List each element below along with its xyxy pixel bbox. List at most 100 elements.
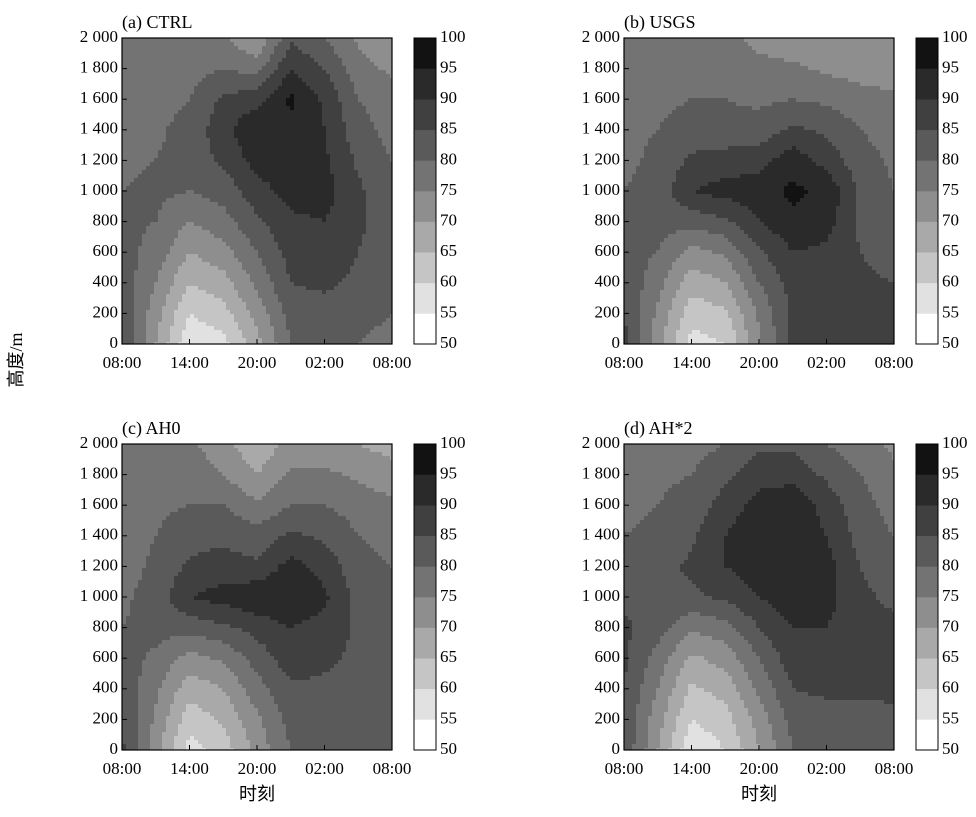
contour-cell [130, 262, 135, 267]
contour-cell [274, 218, 279, 223]
contour-cell [358, 294, 363, 299]
contour-cell [278, 190, 283, 195]
contour-cell [190, 150, 195, 155]
contour-cell [314, 102, 319, 107]
contour-cell [126, 126, 131, 131]
contour-cell [146, 330, 151, 335]
contour-cell [314, 174, 319, 179]
contour-cell [234, 214, 239, 219]
contour-cell [242, 130, 247, 135]
contour-cell [302, 114, 307, 119]
contour-cell [230, 70, 235, 75]
contour-cell [298, 58, 303, 63]
contour-cell [362, 278, 367, 283]
contour-cell [390, 66, 392, 71]
contour-cell [230, 138, 235, 143]
contour-cell [326, 138, 331, 143]
contour-cell [370, 118, 375, 123]
contour-cell [354, 198, 359, 203]
contour-cell [342, 318, 347, 323]
contour-cell [266, 294, 271, 299]
contour-cell [374, 54, 379, 59]
contour-cell [130, 302, 135, 307]
contour-cell [318, 46, 323, 51]
contour-cell [186, 182, 191, 187]
contour-cell [154, 118, 159, 123]
contour-cell [294, 146, 299, 151]
contour-cell [358, 194, 363, 199]
contour-cell [246, 162, 251, 167]
contour-cell [210, 74, 215, 79]
contour-cell [230, 258, 235, 263]
contour-cell [122, 150, 127, 155]
contour-cell [122, 110, 127, 115]
contour-cell [294, 86, 299, 91]
contour-cell [218, 290, 223, 295]
contour-cell [278, 206, 283, 211]
contour-cell [386, 266, 391, 271]
contour-cell [254, 58, 259, 63]
contour-cell [350, 246, 355, 251]
contour-cell [322, 106, 327, 111]
contour-cell [206, 158, 211, 163]
contour-cell [278, 294, 283, 299]
contour-cell [138, 118, 143, 123]
contour-cell [186, 326, 191, 331]
contour-cell [198, 226, 203, 231]
contour-cell [250, 110, 255, 115]
contour-cell [154, 270, 159, 275]
contour-cell [230, 202, 235, 207]
contour-cell [314, 310, 319, 315]
contour-cell [182, 322, 187, 327]
contour-cell [166, 190, 171, 195]
contour-cell [318, 266, 323, 271]
contour-cell [242, 214, 247, 219]
contour-cell [150, 66, 155, 71]
contour-cell [218, 186, 223, 191]
contour-cell [342, 302, 347, 307]
contour-cell [358, 198, 363, 203]
contour-cell [366, 110, 371, 115]
contour-cell [234, 126, 239, 131]
contour-cell [138, 314, 143, 319]
contour-cell [290, 298, 295, 303]
contour-cell [190, 238, 195, 243]
contour-cell [162, 262, 167, 267]
contour-cell [174, 230, 179, 235]
contour-cell [374, 238, 379, 243]
contour-cell [278, 266, 283, 271]
contour-cell [382, 166, 387, 171]
contour-cell [370, 282, 375, 287]
contour-cell [158, 78, 163, 83]
contour-cell [162, 242, 167, 247]
contour-cell [278, 290, 283, 295]
contour-cell [362, 50, 367, 55]
contour-cell [262, 138, 267, 143]
contour-cell [254, 62, 259, 67]
contour-cell [250, 142, 255, 147]
contour-cell [342, 90, 347, 95]
contour-cell [366, 298, 371, 303]
contour-cell [218, 82, 223, 87]
contour-cell [306, 126, 311, 131]
contour-cell [126, 50, 131, 55]
contour-cell [314, 306, 319, 311]
contour-cell [366, 54, 371, 59]
contour-cell [382, 254, 387, 259]
contour-cell [138, 230, 143, 235]
contour-cell [358, 174, 363, 179]
contour-cell [298, 50, 303, 55]
contour-cell [234, 122, 239, 127]
contour-cell [210, 270, 215, 275]
contour-cell [126, 218, 131, 223]
contour-cell [390, 310, 392, 315]
contour-cell [210, 246, 215, 251]
contour-cell [334, 242, 339, 247]
contour-cell [278, 142, 283, 147]
contour-cell [338, 86, 343, 91]
contour-cell [154, 278, 159, 283]
contour-cell [270, 54, 275, 59]
contour-cell [194, 266, 199, 271]
contour-cell [306, 118, 311, 123]
contour-cell [354, 114, 359, 119]
